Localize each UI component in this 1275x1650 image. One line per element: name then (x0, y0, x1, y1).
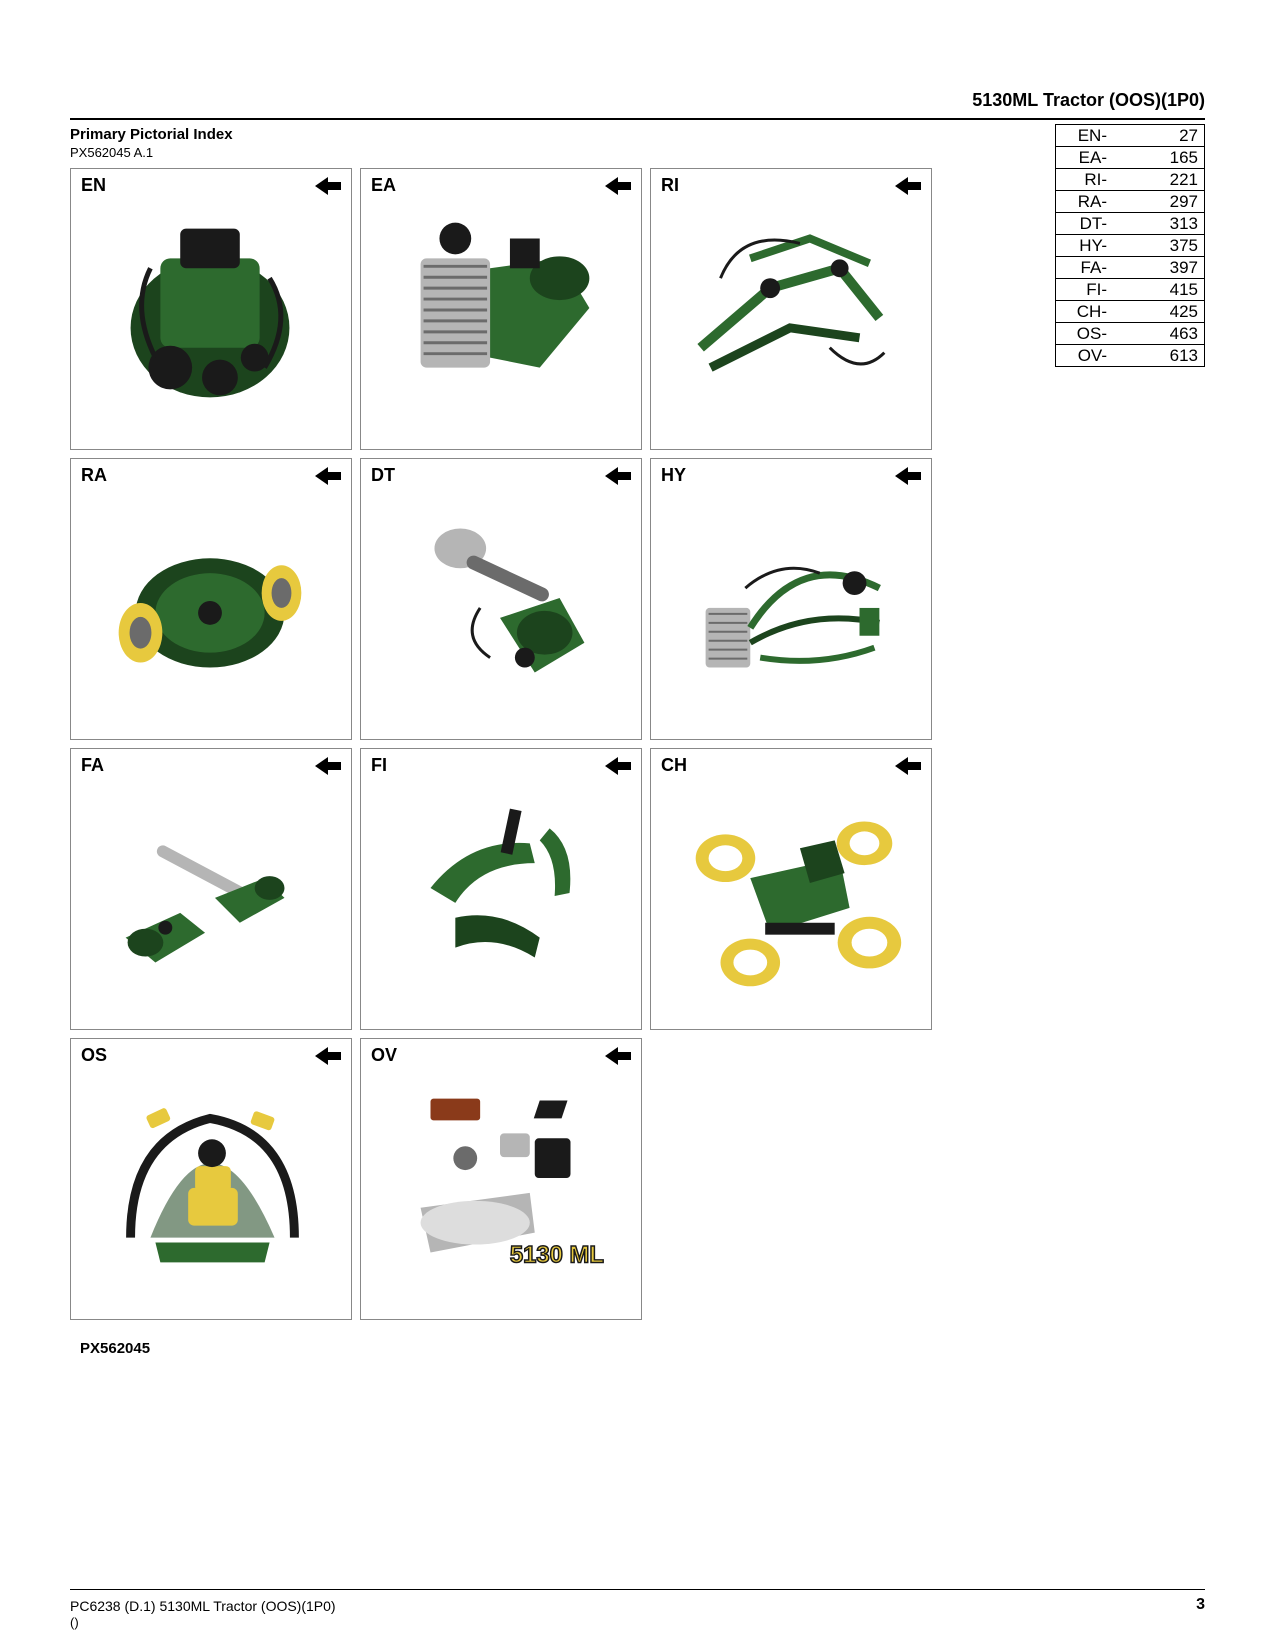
pictorial-cell-ea[interactable]: EA (360, 168, 642, 450)
pointer-arrow-icon (315, 467, 341, 485)
part-illustration (651, 169, 931, 449)
pointer-arrow-icon (605, 1047, 631, 1065)
pointer-arrow-icon (315, 177, 341, 195)
cell-label: EA (371, 175, 396, 196)
index-row: EN- 27 (1056, 125, 1204, 147)
index-code: OV- (1062, 345, 1107, 366)
index-row: CH- 425 (1056, 301, 1204, 323)
section-title: Primary Pictorial Index (70, 126, 233, 143)
index-code: DT- (1062, 213, 1107, 234)
part-illustration (71, 169, 351, 449)
footer-left-sub: () (70, 1615, 79, 1630)
index-page: 313 (1153, 213, 1198, 234)
cell-label: HY (661, 465, 686, 486)
index-page: 415 (1153, 279, 1198, 300)
pointer-arrow-icon (315, 757, 341, 775)
part-illustration: 5130 ML (361, 1039, 641, 1319)
index-page: 613 (1153, 345, 1198, 366)
footer-rule (70, 1589, 1205, 1590)
pointer-arrow-icon (605, 467, 631, 485)
index-page: 27 (1153, 125, 1198, 146)
cell-label: FI (371, 755, 387, 776)
pointer-arrow-icon (315, 1047, 341, 1065)
index-page: 463 (1153, 323, 1198, 344)
cell-label: RA (81, 465, 107, 486)
cell-label: OV (371, 1045, 397, 1066)
index-row: HY- 375 (1056, 235, 1204, 257)
part-illustration (71, 749, 351, 1029)
pointer-arrow-icon (895, 757, 921, 775)
header-title: 5130ML Tractor (OOS)(1P0) (972, 90, 1205, 111)
index-row: RA- 297 (1056, 191, 1204, 213)
pictorial-cell-ra[interactable]: RA (70, 458, 352, 740)
cell-label: EN (81, 175, 106, 196)
header-rule (70, 118, 1205, 120)
pictorial-cell-hy[interactable]: HY (650, 458, 932, 740)
part-illustration (361, 749, 641, 1029)
pictorial-cell-ch[interactable]: CH (650, 748, 932, 1030)
pictorial-grid: EN EA RI (70, 168, 940, 1320)
section-subtitle: PX562045 A.1 (70, 145, 153, 160)
index-page: 221 (1153, 169, 1198, 190)
index-row: OS- 463 (1056, 323, 1204, 345)
index-page: 397 (1153, 257, 1198, 278)
pictorial-cell-ov[interactable]: 5130 ML OV (360, 1038, 642, 1320)
pictorial-cell-fi[interactable]: FI (360, 748, 642, 1030)
cell-label: CH (661, 755, 687, 776)
index-code: FI- (1062, 279, 1107, 300)
part-illustration (71, 459, 351, 739)
index-page: 425 (1153, 301, 1198, 322)
index-code: FA- (1062, 257, 1107, 278)
cell-label: DT (371, 465, 395, 486)
index-row: EA- 165 (1056, 147, 1204, 169)
part-illustration (651, 749, 931, 1029)
pointer-arrow-icon (895, 467, 921, 485)
index-code: OS- (1062, 323, 1107, 344)
cell-label: OS (81, 1045, 107, 1066)
pictorial-cell-os[interactable]: OS (70, 1038, 352, 1320)
part-illustration (361, 459, 641, 739)
index-row: DT- 313 (1056, 213, 1204, 235)
index-page: 375 (1153, 235, 1198, 256)
index-row: OV- 613 (1056, 345, 1204, 366)
index-row: RI- 221 (1056, 169, 1204, 191)
index-code: HY- (1062, 235, 1107, 256)
index-row: FA- 397 (1056, 257, 1204, 279)
pictorial-cell-fa[interactable]: FA (70, 748, 352, 1030)
pictorial-cell-ri[interactable]: RI (650, 168, 932, 450)
index-row: FI- 415 (1056, 279, 1204, 301)
index-code: EA- (1062, 147, 1107, 168)
footer-left: PC6238 (D.1) 5130ML Tractor (OOS)(1P0) (70, 1598, 336, 1614)
footer-page-number: 3 (1196, 1596, 1205, 1614)
cell-label: FA (81, 755, 104, 776)
index-code: CH- (1062, 301, 1107, 322)
index-page: 165 (1153, 147, 1198, 168)
index-table: EN- 27 EA- 165 RI- 221 RA- 297 DT- 313 HY- 375 FA- 39… (1055, 124, 1205, 367)
pointer-arrow-icon (605, 177, 631, 195)
index-code: RI- (1062, 169, 1107, 190)
pointer-arrow-icon (605, 757, 631, 775)
cell-label: RI (661, 175, 679, 196)
part-illustration (651, 459, 931, 739)
index-code: EN- (1062, 125, 1107, 146)
index-code: RA- (1062, 191, 1107, 212)
pictorial-cell-en[interactable]: EN (70, 168, 352, 450)
index-page: 297 (1153, 191, 1198, 212)
bottom-code: PX562045 (80, 1340, 150, 1357)
model-badge: 5130 ML (510, 1241, 604, 1268)
pictorial-cell-dt[interactable]: DT (360, 458, 642, 740)
pointer-arrow-icon (895, 177, 921, 195)
part-illustration (361, 169, 641, 449)
part-illustration (71, 1039, 351, 1319)
